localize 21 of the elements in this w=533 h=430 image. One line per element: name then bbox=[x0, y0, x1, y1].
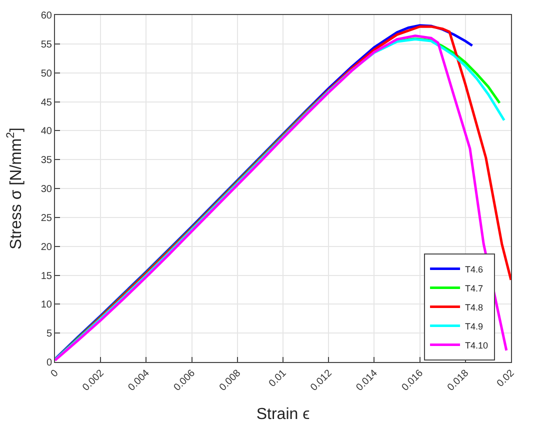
y-tick-label: 5 bbox=[46, 328, 52, 340]
legend-label: T4.9 bbox=[465, 321, 484, 332]
y-tick-label: 55 bbox=[40, 39, 52, 50]
y-tick-label: 15 bbox=[40, 270, 52, 282]
x-tick-label: 0.01 bbox=[267, 368, 289, 390]
legend-label: T4.7 bbox=[465, 283, 484, 294]
y-tick-label: 35 bbox=[40, 155, 52, 166]
y-tick-label: 45 bbox=[40, 97, 52, 108]
legend-label: T4.10 bbox=[465, 340, 488, 350]
x-axis-title: Strain ϵ bbox=[256, 406, 310, 424]
y-tick-label: 30 bbox=[40, 184, 52, 195]
y-tick-label: 25 bbox=[40, 212, 52, 224]
y-tick-label: 50 bbox=[40, 68, 52, 80]
y-tick-label: 20 bbox=[40, 242, 52, 253]
legend-label: T4.6 bbox=[465, 264, 484, 274]
y-tick-label: 10 bbox=[40, 300, 52, 311]
y-tick-label: 0 bbox=[46, 358, 52, 368]
y-tick-label: 40 bbox=[40, 126, 52, 138]
legend-label: T4.8 bbox=[465, 302, 484, 312]
x-tick-label: 0.02 bbox=[495, 368, 517, 390]
y-tick-label: 60 bbox=[40, 10, 52, 22]
